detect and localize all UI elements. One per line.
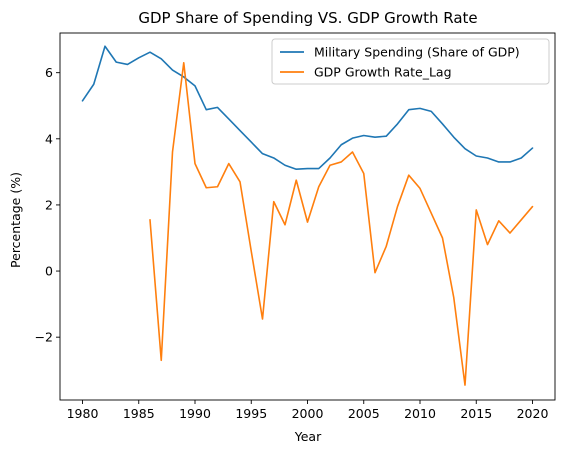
chart-title: GDP Share of Spending VS. GDP Growth Rat… xyxy=(138,9,477,27)
y-tick-label: −2 xyxy=(35,330,53,345)
plot-area xyxy=(59,32,556,401)
x-tick-label: 2010 xyxy=(404,406,436,421)
y-tick-label: 4 xyxy=(45,131,53,146)
y-axis: −2 0 2 4 6 xyxy=(35,65,60,345)
x-axis-label: Year xyxy=(294,429,322,444)
series-line-1 xyxy=(149,61,534,386)
legend-label-1: GDP Growth Rate_Lag xyxy=(314,65,452,80)
x-tick-label: 1995 xyxy=(235,406,267,421)
x-axis: 1980 1985 1990 1995 2000 2005 2010 2015 2020 xyxy=(67,400,549,421)
legend-box xyxy=(271,38,550,85)
x-tick-label: 1980 xyxy=(67,406,99,421)
y-tick-label: 0 xyxy=(45,264,53,279)
x-tick-label: 1985 xyxy=(123,406,155,421)
legend: Military Spending (Share of GDP) GDP Grow… xyxy=(271,38,550,85)
x-tick-label: 2015 xyxy=(460,406,492,421)
y-tick-label: 2 xyxy=(45,197,53,212)
x-tick-label: 1990 xyxy=(179,406,211,421)
y-axis-label: Percentage (%) xyxy=(8,172,23,268)
legend-label-0: Military Spending (Share of GDP) xyxy=(314,45,520,60)
x-tick-label: 2020 xyxy=(517,406,549,421)
plot-frame xyxy=(59,32,556,401)
series-line-0 xyxy=(81,45,534,171)
y-tick-label: 6 xyxy=(45,65,53,80)
x-tick-label: 2000 xyxy=(292,406,324,421)
x-tick-label: 2005 xyxy=(348,406,380,421)
